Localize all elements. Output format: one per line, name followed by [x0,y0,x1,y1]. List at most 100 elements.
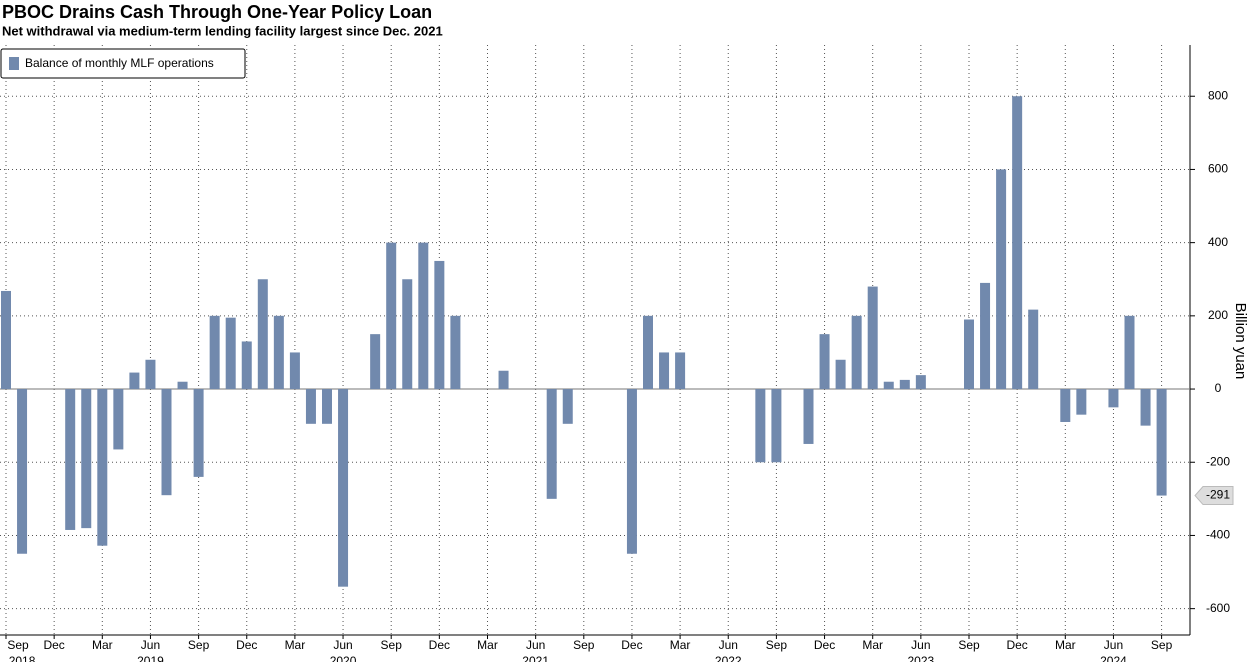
bar [129,372,140,390]
bar [1,290,11,390]
bar [177,381,188,390]
bar [370,334,381,390]
x-tick-label: Mar [1055,638,1076,652]
x-tick-label: Jun [141,638,160,652]
bar [659,352,670,390]
bar [980,282,991,390]
bar [145,359,156,390]
bar [434,260,445,390]
bar [65,389,76,530]
bar [97,389,108,546]
x-tick-label: Jun [1104,638,1123,652]
bar [755,389,766,463]
x-tick-label: Sep [1151,638,1173,652]
bar [996,169,1007,390]
value-callout [1194,486,1234,506]
bar [675,352,686,390]
bar [402,279,413,390]
bar [1012,96,1023,390]
bar [81,389,92,529]
bar [338,389,349,587]
bar [305,389,316,424]
bar [450,315,461,390]
x-tick-label: Sep [381,638,403,652]
year-label: 2018 [9,654,36,662]
bar [851,315,862,390]
bar [1156,389,1167,496]
x-tick-label: Mar [862,638,883,652]
bar [273,315,284,390]
x-tick-label: Dec [814,638,835,652]
x-tick-label: Dec [236,638,257,652]
bar [225,317,236,390]
bar [193,389,204,477]
year-label: 2020 [330,654,357,662]
y-axis-label: Billion yuan [1232,303,1249,380]
y-tick-label: 800 [1208,88,1228,102]
y-tick-label: -600 [1206,601,1230,615]
bar [257,279,268,390]
x-tick-label: Dec [43,638,64,652]
bar [899,379,910,390]
bar [546,389,557,499]
y-tick-label: 0 [1215,381,1222,395]
x-tick-label: Sep [188,638,210,652]
x-tick-label: Jun [719,638,738,652]
bar [803,389,814,444]
bar [113,389,124,450]
bar [498,370,509,390]
chart-subtitle: Net withdrawal via medium-term lending f… [2,23,443,38]
bar [289,352,300,390]
bar [771,389,782,463]
legend-swatch [9,57,19,70]
y-tick-label: 600 [1208,162,1228,176]
x-tick-label: Sep [7,638,29,652]
y-tick-label: -200 [1206,454,1230,468]
y-tick-label: 400 [1208,235,1228,249]
bar [1076,389,1087,415]
bar [241,341,252,390]
bar [915,375,926,390]
year-label: 2021 [522,654,549,662]
year-label: 2022 [715,654,742,662]
x-tick-label: Jun [526,638,545,652]
x-tick-label: Sep [573,638,595,652]
bar [322,389,332,424]
bar [1028,309,1039,390]
bar [835,359,846,390]
x-tick-label: Jun [333,638,352,652]
bar [1108,389,1119,408]
bar [562,389,573,424]
bar [867,286,878,390]
bar [1124,315,1135,390]
x-tick-label: Sep [958,638,980,652]
x-tick-label: Dec [621,638,642,652]
y-tick-label: -400 [1206,528,1230,542]
bar [1140,389,1151,426]
bar [17,389,28,554]
x-tick-label: Sep [766,638,788,652]
y-tick-label: 200 [1208,308,1228,322]
bar [883,381,894,390]
x-tick-label: Dec [1006,638,1027,652]
year-label: 2024 [1100,654,1127,662]
bar [819,334,830,390]
bar [964,319,974,390]
x-tick-label: Mar [285,638,306,652]
bar [1060,389,1071,422]
legend-label: Balance of monthly MLF operations [25,56,214,70]
value-label: -291 [1206,488,1230,502]
bar [418,242,429,390]
x-tick-label: Dec [429,638,450,652]
x-tick-label: Mar [92,638,113,652]
year-label: 2019 [137,654,164,662]
legend-box [0,48,246,79]
bar [643,315,653,390]
x-tick-label: Mar [670,638,691,652]
bar [161,389,172,496]
chart-title: PBOC Drains Cash Through One-Year Policy… [2,2,432,22]
bar [386,242,397,390]
bar [626,389,637,554]
x-tick-label: Jun [911,638,930,652]
